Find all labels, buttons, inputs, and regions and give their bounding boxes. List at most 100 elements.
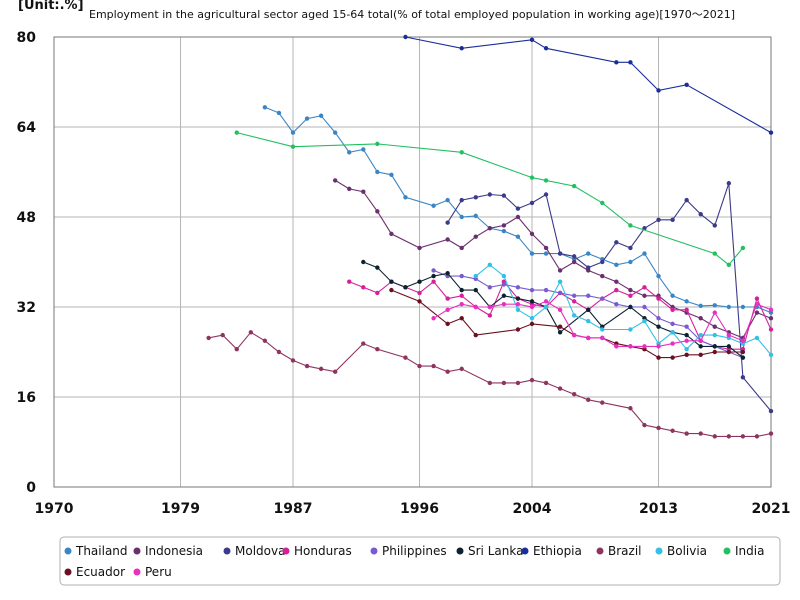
data-point-brazil <box>543 380 549 386</box>
data-point-peru <box>684 338 689 343</box>
data-point-peru <box>628 344 633 349</box>
data-point-philippines <box>642 304 647 310</box>
data-point-peru <box>600 335 605 341</box>
data-point-peru <box>529 304 535 310</box>
data-point-philippines <box>571 293 577 298</box>
data-point-indonesia <box>459 245 464 251</box>
series-peru <box>431 299 774 349</box>
data-point-thailand <box>318 113 324 118</box>
data-point-sri-lanka <box>628 304 633 310</box>
data-point-indonesia <box>642 293 647 298</box>
legend-label-ethiopia: Ethiopia <box>533 544 582 558</box>
data-point-sri-lanka <box>726 344 732 349</box>
data-point-bolivia <box>698 332 703 338</box>
data-point-indonesia <box>473 234 478 239</box>
x-tick-label: 1970 <box>35 501 74 517</box>
data-point-honduras <box>445 296 450 301</box>
data-point-peru <box>445 307 450 313</box>
data-point-brazil <box>290 358 296 363</box>
data-point-sri-lanka <box>515 296 521 301</box>
legend-item-thailand: Thailand <box>64 544 128 558</box>
series-layer <box>206 34 774 439</box>
data-point-brazil <box>501 380 507 386</box>
data-point-ethiopia <box>628 60 633 65</box>
data-point-peru <box>712 310 717 315</box>
legend-marker-philippines <box>370 547 378 555</box>
data-point-ecuador <box>712 349 717 355</box>
data-point-sri-lanka <box>431 273 436 279</box>
data-point-bolivia <box>754 335 760 341</box>
data-point-brazil <box>375 346 380 352</box>
data-point-sri-lanka <box>698 344 703 349</box>
data-point-india <box>571 183 577 189</box>
data-point-thailand <box>670 293 675 298</box>
legend-item-indonesia: Indonesia <box>133 544 203 558</box>
data-point-peru <box>543 299 549 304</box>
data-point-ecuador <box>515 327 521 332</box>
data-point-philippines <box>614 301 619 307</box>
data-point-bolivia <box>557 279 563 284</box>
data-point-bolivia <box>529 316 535 321</box>
data-point-india <box>529 175 535 180</box>
legend-marker-ethiopia <box>521 547 529 555</box>
data-point-thailand <box>431 203 436 208</box>
data-point-ethiopia <box>543 46 549 51</box>
data-point-indonesia <box>417 245 422 251</box>
legend-item-philippines: Philippines <box>370 544 447 558</box>
data-point-indonesia <box>375 209 380 214</box>
y-tick-label: 80 <box>17 30 37 46</box>
data-point-thailand <box>656 273 661 279</box>
legend-label-sri-lanka: Sri Lanka <box>468 544 523 558</box>
data-point-honduras <box>684 307 689 313</box>
data-point-sri-lanka <box>417 279 422 284</box>
data-point-peru <box>557 307 563 313</box>
data-point-thailand <box>459 214 464 220</box>
data-point-brazil <box>318 366 324 372</box>
data-point-thailand <box>712 303 717 308</box>
legend-label-brazil: Brazil <box>608 544 642 558</box>
data-point-honduras <box>628 293 633 298</box>
x-tick-label: 1979 <box>161 501 200 517</box>
data-point-indonesia <box>445 237 450 242</box>
data-point-philippines <box>656 316 661 321</box>
data-point-honduras <box>754 296 760 301</box>
data-point-thailand <box>290 130 296 135</box>
data-point-indonesia <box>712 324 717 329</box>
unit-label: [Unit:.%] <box>18 0 84 13</box>
data-point-brazil <box>754 434 760 439</box>
legend-label-philippines: Philippines <box>382 544 447 558</box>
data-point-brazil <box>712 434 717 439</box>
legend-label-bolivia: Bolivia <box>667 544 707 558</box>
data-point-bolivia <box>586 318 591 324</box>
legend-label-ecuador: Ecuador <box>76 565 125 579</box>
data-point-philippines <box>600 296 605 301</box>
data-point-sri-lanka <box>586 307 591 313</box>
data-point-thailand <box>543 251 549 256</box>
data-point-indonesia <box>543 245 549 251</box>
data-point-thailand <box>361 147 366 152</box>
data-point-honduras <box>768 327 774 332</box>
data-point-peru <box>670 341 675 346</box>
data-point-honduras <box>614 287 619 293</box>
data-point-indonesia <box>628 287 633 293</box>
data-point-sri-lanka <box>445 271 450 276</box>
data-point-thailand <box>332 130 338 135</box>
data-point-moldova <box>515 206 521 211</box>
data-point-brazil <box>642 422 647 428</box>
data-point-indonesia <box>571 259 577 265</box>
data-point-thailand <box>586 251 591 256</box>
data-point-moldova <box>571 254 577 259</box>
data-point-thailand <box>614 262 619 268</box>
data-point-indonesia <box>600 273 605 279</box>
data-point-brazil <box>684 431 689 436</box>
data-point-bolivia <box>768 352 774 358</box>
legend-marker-thailand <box>64 547 72 555</box>
data-point-moldova <box>543 192 549 197</box>
data-point-brazil <box>628 406 633 411</box>
data-point-bolivia <box>712 332 717 338</box>
data-point-philippines <box>557 290 563 296</box>
plot-frame <box>53 36 772 488</box>
data-point-moldova <box>614 240 619 245</box>
data-point-philippines <box>459 273 464 279</box>
